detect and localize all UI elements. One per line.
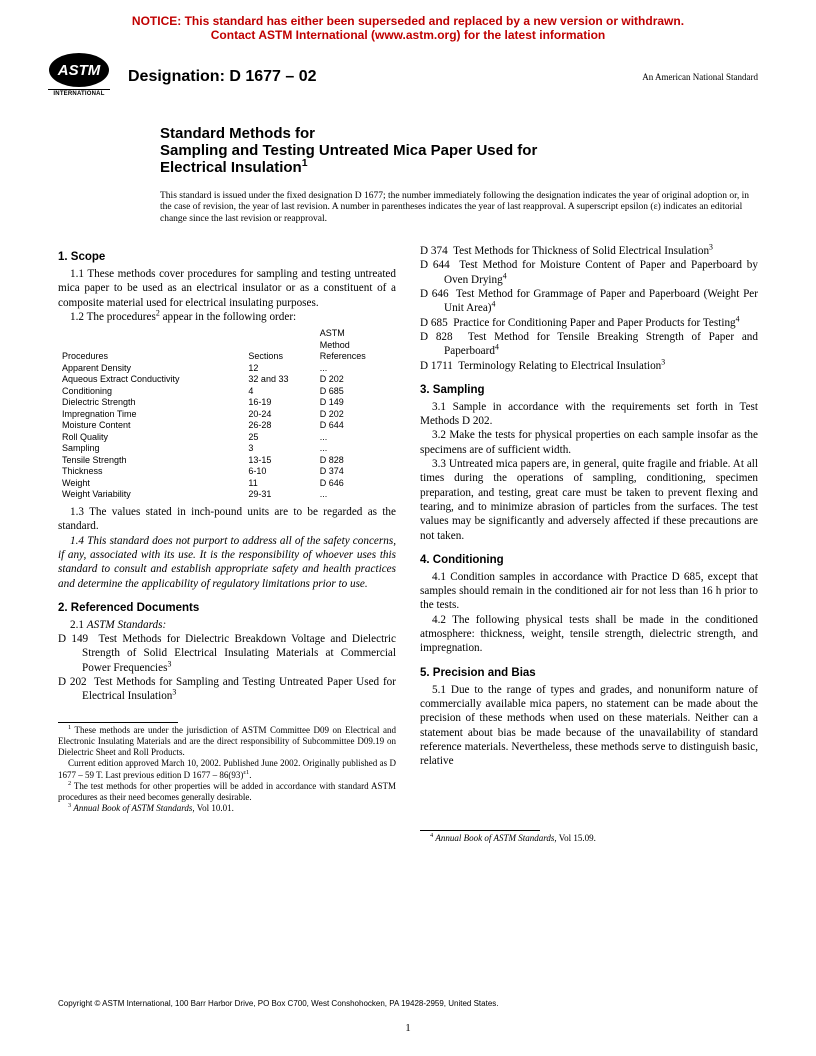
- s3-2: 3.2 Make the tests for physical properti…: [420, 428, 758, 457]
- table-row: Moisture Content26-28D 644: [58, 420, 396, 432]
- s2-head: 2. Referenced Documents: [58, 601, 396, 616]
- s3-head: 3. Sampling: [420, 383, 758, 398]
- s4-1: 4.1 Condition samples in accordance with…: [420, 570, 758, 613]
- astm-logo: ASTM INTERNATIONAL: [48, 51, 110, 103]
- ref-d828: D 828 Test Method for Tensile Breaking S…: [420, 330, 758, 359]
- title-l2: Sampling and Testing Untreated Mica Pape…: [160, 142, 758, 159]
- table-row: Apparent Density12...: [58, 363, 396, 375]
- title-l1: Standard Methods for: [160, 125, 758, 142]
- notice-banner: NOTICE: This standard has either been su…: [0, 0, 816, 43]
- table-row: Weight11D 646: [58, 478, 396, 490]
- table-row: Tensile Strength13-15D 828: [58, 455, 396, 467]
- notice-line2: Contact ASTM International (www.astm.org…: [211, 28, 605, 42]
- ref-d374: D 374 Test Methods for Thickness of Soli…: [420, 244, 758, 258]
- footnotes-right: 4 Annual Book of ASTM Standards, Vol 15.…: [420, 833, 758, 844]
- s1-head: 1. Scope: [58, 250, 396, 265]
- copyright: Copyright © ASTM International, 100 Barr…: [58, 999, 758, 1008]
- table-row: Aqueous Extract Conductivity32 and 33D 2…: [58, 374, 396, 386]
- s5-head: 5. Precision and Bias: [420, 666, 758, 681]
- ref-d685: D 685 Practice for Conditioning Paper an…: [420, 316, 758, 330]
- s5-1: 5.1 Due to the range of types and grades…: [420, 683, 758, 769]
- page-number: 1: [0, 1022, 816, 1034]
- table-row: Sampling3...: [58, 443, 396, 455]
- footnotes-left: 1 These methods are under the jurisdicti…: [58, 725, 396, 815]
- table-row: Weight Variability29-31...: [58, 489, 396, 501]
- s3-3: 3.3 Untreated mica papers are, in genera…: [420, 457, 758, 543]
- footnote-rule: [58, 722, 178, 723]
- ref-d1711: D 1711 Terminology Relating to Electrica…: [420, 359, 758, 373]
- table-row: Thickness6-10D 374: [58, 466, 396, 478]
- table-row: Roll Quality25...: [58, 432, 396, 444]
- s2-1: 2.1 ASTM Standards:: [58, 618, 396, 632]
- left-column: 1. Scope 1.1 These methods cover procedu…: [58, 244, 396, 845]
- notice-line1: NOTICE: This standard has either been su…: [132, 14, 684, 28]
- table-row: Conditioning4D 685: [58, 386, 396, 398]
- ref-d646: D 646 Test Method for Grammage of Paper …: [420, 287, 758, 316]
- body-columns: 1. Scope 1.1 These methods cover procedu…: [0, 226, 816, 845]
- ref-d644: D 644 Test Method for Moisture Content o…: [420, 258, 758, 287]
- right-column: D 374 Test Methods for Thickness of Soli…: [420, 244, 758, 845]
- ans-label: An American National Standard: [642, 72, 758, 82]
- table-row: Impregnation Time20-24D 202: [58, 409, 396, 421]
- table-row: Dielectric Strength16-19D 149: [58, 397, 396, 409]
- s4-head: 4. Conditioning: [420, 553, 758, 568]
- footnote-rule-r: [420, 830, 540, 831]
- title: Standard Methods for Sampling and Testin…: [160, 125, 758, 177]
- s3-1: 3.1 Sample in accordance with the requir…: [420, 400, 758, 429]
- s1-1: 1.1 These methods cover procedures for s…: [58, 267, 396, 310]
- s1-2: 1.2 The procedures2 appear in the follow…: [58, 310, 396, 324]
- s1-4: 1.4 This standard does not purport to ad…: [58, 534, 396, 591]
- logo-intl: INTERNATIONAL: [48, 89, 110, 97]
- procedures-table: ASTM Method ProceduresSectionsReferences…: [58, 328, 396, 501]
- ref-d202: D 202 Test Methods for Sampling and Test…: [58, 675, 396, 704]
- s1-3: 1.3 The values stated in inch-pound unit…: [58, 505, 396, 534]
- title-l3: Electrical Insulation1: [160, 159, 758, 176]
- svg-text:ASTM: ASTM: [57, 62, 101, 79]
- intro-note: This standard is issued under the fixed …: [160, 191, 758, 227]
- designation: Designation: D 1677 – 02: [110, 68, 642, 86]
- s4-2: 4.2 The following physical tests shall b…: [420, 613, 758, 656]
- header: ASTM INTERNATIONAL Designation: D 1677 –…: [0, 43, 816, 103]
- ref-d149: D 149 Test Methods for Dielectric Breakd…: [58, 632, 396, 675]
